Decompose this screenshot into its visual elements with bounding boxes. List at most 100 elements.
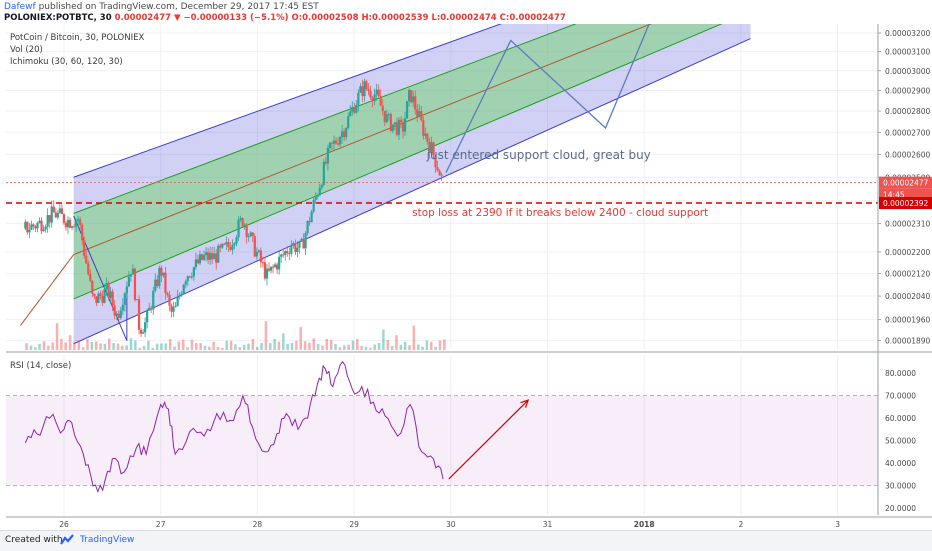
last-price-tag: 0.00002477 [883,179,929,188]
published-text: published on TradingView.com, December 2… [38,2,319,12]
candle-body [223,243,226,245]
volume-bar [195,343,198,350]
volume-bar [42,341,46,350]
candle-body [416,109,419,117]
candle-body [298,240,301,248]
candle-body [357,92,360,105]
candle-body [403,118,407,132]
volume-bar [273,338,276,350]
time-tick-label: 3 [835,520,840,529]
volume-bar [364,346,368,350]
candle-body [233,243,236,246]
candle-body [30,224,33,230]
volume-bar [86,339,89,350]
candle-body [318,187,321,196]
candle-body [355,104,358,113]
candle-body [225,242,228,245]
volume-bar [164,343,168,350]
candle-body [93,293,96,297]
candle-body [135,299,139,301]
candle-body [294,243,297,253]
candle-body [397,119,401,135]
stop-loss-annotation: stop loss at 2390 if it breaks below 240… [412,207,708,219]
volume-bar [408,345,411,350]
chart-title: PotCoin / Bitcoin, 30, POLONIEX [10,33,145,43]
channel-line [73,38,751,345]
volume-bar [373,344,376,350]
candle-body [101,295,104,303]
candle-body [107,282,110,298]
chart-canvas[interactable]: just entered support cloud, great buy sto… [0,0,932,530]
candle-body [369,91,372,98]
volume-bar [351,340,355,350]
candle-body [255,251,258,257]
candle-body [60,208,63,215]
candle-body [395,122,399,135]
candle-body [401,122,405,132]
volume-bar [147,340,150,350]
price-tick-label: 0.00001890 [885,337,931,346]
author-name[interactable]: Dafewf [4,2,36,12]
volume-bar [25,343,28,350]
candle-body [338,137,342,145]
candle-body [326,147,329,164]
volume-bar [155,343,159,350]
candle-body [269,266,273,271]
candle-body [180,293,183,296]
candle-body [166,293,169,295]
volume-bar [316,344,320,350]
volume-bar [269,343,272,350]
candle-body [56,212,59,218]
rsi-pane [6,360,878,493]
volume-bar [103,343,107,350]
vol-legend: Vol (20) [10,45,43,55]
candle-body [391,124,394,131]
candle-body [38,220,41,224]
candle-body [282,254,285,256]
candle-body [146,310,149,323]
volume-bar [347,344,350,350]
candle-body [158,267,161,287]
footer-bar: Created with TradingView [0,530,932,551]
candle-body [121,304,124,311]
time-tick-label: 29 [349,520,359,529]
candle-body [292,243,295,246]
volume-bar [199,343,202,350]
volume-bar [342,345,346,350]
price-tick-label: 0.00003000 [885,67,931,76]
volume-bar [190,339,194,350]
candle-body [194,259,197,268]
ichimoku-legend: Ichimoku (30, 60, 120, 30) [10,57,123,67]
candle-body [385,114,388,123]
volume-bar [403,341,407,350]
volume-bar [47,345,50,350]
volume-bar [338,347,342,350]
candle-body [334,140,338,144]
volume-bar [99,343,102,350]
volume-bar [321,345,324,350]
candle-body [137,299,141,330]
candle-body [64,222,68,228]
candle-body [424,133,427,136]
volume-bar [434,346,437,350]
volume-bar [286,344,289,350]
time-tick-label: 2018 [634,520,655,529]
candle-body [99,293,102,296]
candle-body [351,106,354,112]
candle-body [133,268,137,300]
volume-bar [55,323,59,350]
candle-body [273,264,277,267]
candle-body [70,226,74,228]
rsi-tick-label: 80.0000 [885,369,916,378]
volume-bar [212,341,215,350]
candle-body [221,243,224,248]
tradingview-brand[interactable]: TradingView [80,535,135,545]
volume-bar [255,346,259,350]
candle-body [77,219,80,221]
candle-body [259,250,262,263]
candle-body [117,313,120,318]
time-tick-label: 2 [739,520,744,529]
candle-body [428,141,431,154]
rsi-line [24,360,444,493]
candle-body [383,110,386,123]
